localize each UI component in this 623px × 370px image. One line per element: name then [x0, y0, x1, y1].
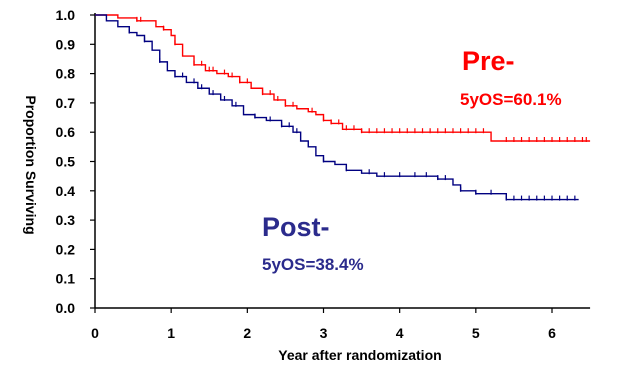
- post-group-label: Post-: [262, 212, 330, 242]
- y-axis-ticks: 0.0 0.1 0.2 0.3 0.4 0.5 0.6 0.7 0.8 0.9 1.0: [56, 7, 95, 316]
- x-tick-label: 6: [548, 325, 556, 341]
- y-tick-label: 0.3: [56, 212, 76, 228]
- y-tick-label: 0.5: [56, 154, 76, 170]
- survival-curves: [95, 14, 591, 201]
- y-tick-label: 0.4: [56, 183, 76, 199]
- x-tick-label: 2: [243, 325, 251, 341]
- x-tick-label: 3: [320, 325, 328, 341]
- x-tick-label: 5: [472, 325, 480, 341]
- y-tick-label: 0.2: [56, 241, 76, 257]
- pre-group-label: Pre-: [462, 46, 515, 76]
- x-axis-ticks: 0 1 2 3 4 5 6: [91, 308, 556, 341]
- x-axis-title: Year after randomization: [278, 347, 441, 363]
- x-tick-label: 0: [91, 325, 99, 341]
- y-tick-label: 0.9: [56, 36, 76, 52]
- y-tick-label: 0.0: [56, 300, 76, 316]
- pre-survival-line: [95, 14, 591, 142]
- y-tick-label: 0.8: [56, 66, 76, 82]
- y-tick-label: 0.6: [56, 124, 76, 140]
- x-tick-label: 1: [167, 325, 175, 341]
- y-tick-label: 0.7: [56, 95, 76, 111]
- pre-5y-os-label: 5yOS=60.1%: [460, 90, 562, 109]
- y-tick-label: 0.1: [56, 271, 76, 287]
- chart-axes: [94, 13, 591, 309]
- y-tick-label: 1.0: [56, 7, 76, 23]
- x-tick-label: 4: [396, 325, 404, 341]
- y-axis-title: Proportion Surviving: [23, 95, 39, 234]
- post-5y-os-label: 5yOS=38.4%: [262, 255, 364, 274]
